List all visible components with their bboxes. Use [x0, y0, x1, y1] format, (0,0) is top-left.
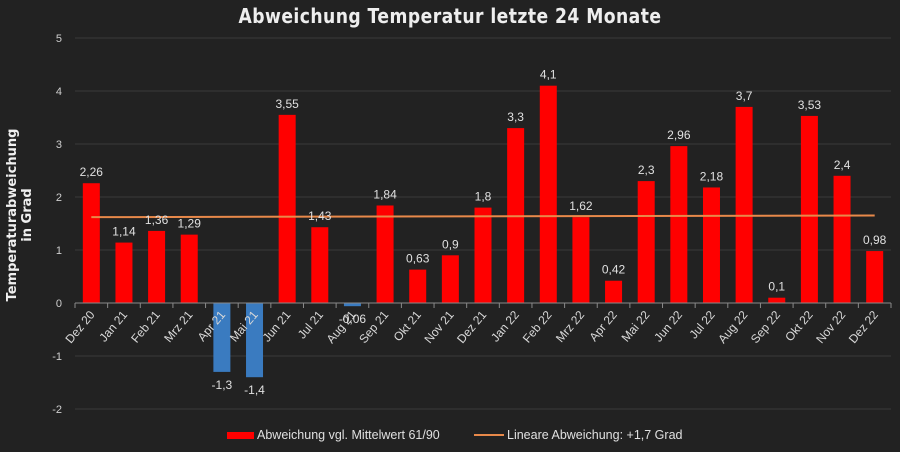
x-tick-label: Jun 22 — [651, 308, 685, 345]
x-tick-label: Nov 21 — [421, 308, 456, 346]
y-tick-label: -2 — [52, 404, 62, 416]
x-tick-label: Nov 22 — [813, 308, 848, 346]
data-label: -0,06 — [339, 312, 367, 326]
trend-line[interactable] — [91, 214, 875, 219]
bar[interactable] — [800, 115, 818, 303]
data-label: 2,18 — [700, 169, 724, 183]
data-label: 3,55 — [275, 97, 299, 111]
data-label: 2,26 — [80, 165, 104, 179]
data-label: 1,62 — [569, 199, 593, 213]
bar[interactable] — [605, 280, 623, 303]
data-label: 0,9 — [442, 237, 459, 251]
x-tick-label: Dez 21 — [454, 308, 489, 346]
bar[interactable] — [82, 183, 100, 303]
data-label: 1,29 — [178, 217, 202, 231]
bar[interactable] — [311, 227, 329, 303]
data-label: 1,43 — [308, 209, 332, 223]
data-label: 0,63 — [406, 252, 430, 266]
bar[interactable] — [768, 297, 786, 303]
bar[interactable] — [866, 251, 884, 303]
x-tick-label: Aug 22 — [715, 308, 750, 346]
bar[interactable] — [670, 146, 688, 303]
bar[interactable] — [637, 181, 655, 303]
legend-label-bars: Abweichung vgl. Mittelwert 61/90 — [257, 428, 440, 442]
x-tick-label: Jul 21 — [295, 308, 327, 342]
x-tick-label: Apr 22 — [586, 308, 620, 344]
bar[interactable] — [539, 85, 557, 303]
x-tick-label: Jan 21 — [96, 308, 130, 345]
chart-title: Abweichung Temperatur letzte 24 Monate — [238, 4, 662, 28]
data-label: 1,8 — [475, 190, 492, 204]
data-label: 3,53 — [798, 98, 822, 112]
bar[interactable] — [702, 187, 720, 303]
bar[interactable] — [213, 303, 231, 372]
data-label: 0,1 — [768, 280, 785, 294]
x-tick-label: Dez 20 — [62, 308, 97, 346]
bar[interactable] — [409, 269, 427, 303]
data-label: 2,3 — [638, 163, 655, 177]
bar[interactable] — [735, 106, 753, 304]
bar[interactable] — [441, 255, 459, 303]
data-label: 4,1 — [540, 68, 557, 82]
legend: Abweichung vgl. Mittelwert 61/90 Lineare… — [0, 428, 900, 446]
x-tick-label: Mrz 22 — [553, 308, 588, 345]
data-label: 1,14 — [112, 225, 136, 239]
x-tick-label: Jul 22 — [686, 308, 718, 342]
data-label: 1,84 — [373, 187, 397, 201]
x-tick-label: Mai 22 — [619, 308, 653, 345]
x-tick-label: Feb 21 — [128, 308, 163, 346]
y-tick-label: 0 — [56, 298, 62, 310]
legend-swatch-trend — [474, 434, 504, 436]
x-tick-label: Sep 22 — [748, 308, 783, 346]
x-tick-label: Dez 22 — [846, 308, 881, 346]
bar[interactable] — [115, 242, 133, 303]
legend-item-trend[interactable]: Lineare Abweichung: +1,7 Grad — [474, 428, 682, 442]
x-tick-label: Mrz 21 — [161, 308, 196, 345]
y-tick-label: 4 — [56, 86, 62, 98]
bar[interactable] — [180, 234, 198, 303]
data-label: 1,36 — [145, 213, 169, 227]
legend-item-bars[interactable]: Abweichung vgl. Mittelwert 61/90 — [227, 428, 440, 442]
bar[interactable] — [148, 230, 166, 303]
data-label: 0,98 — [863, 233, 887, 247]
x-tick-label: Feb 22 — [520, 308, 555, 346]
bar[interactable] — [246, 303, 264, 378]
bar[interactable] — [572, 217, 590, 303]
data-label: 3,7 — [736, 89, 753, 103]
y-tick-label: 5 — [56, 33, 62, 45]
data-label: 0,42 — [602, 263, 626, 277]
data-label: -1,3 — [212, 378, 233, 392]
y-tick-label: 3 — [56, 139, 62, 151]
x-tick-label: Okt 22 — [782, 308, 816, 344]
legend-swatch-bars — [227, 431, 254, 439]
y-tick-label: 1 — [56, 245, 62, 257]
bar[interactable] — [278, 114, 296, 303]
data-label: 2,4 — [834, 158, 851, 172]
x-tick-label: Jun 21 — [260, 308, 294, 345]
bar[interactable] — [343, 303, 361, 307]
bar[interactable] — [376, 205, 394, 303]
data-label: 3,3 — [507, 110, 524, 124]
x-tick-label: Okt 21 — [391, 308, 425, 344]
legend-label-trend: Lineare Abweichung: +1,7 Grad — [507, 428, 683, 442]
y-tick-label: -1 — [52, 351, 62, 363]
x-tick-label: Jan 22 — [488, 308, 522, 345]
data-label: 2,96 — [667, 128, 691, 142]
bar[interactable] — [833, 175, 851, 303]
bar[interactable] — [474, 207, 492, 303]
y-tick-label: 2 — [56, 192, 62, 204]
data-label: -1,4 — [244, 383, 265, 397]
